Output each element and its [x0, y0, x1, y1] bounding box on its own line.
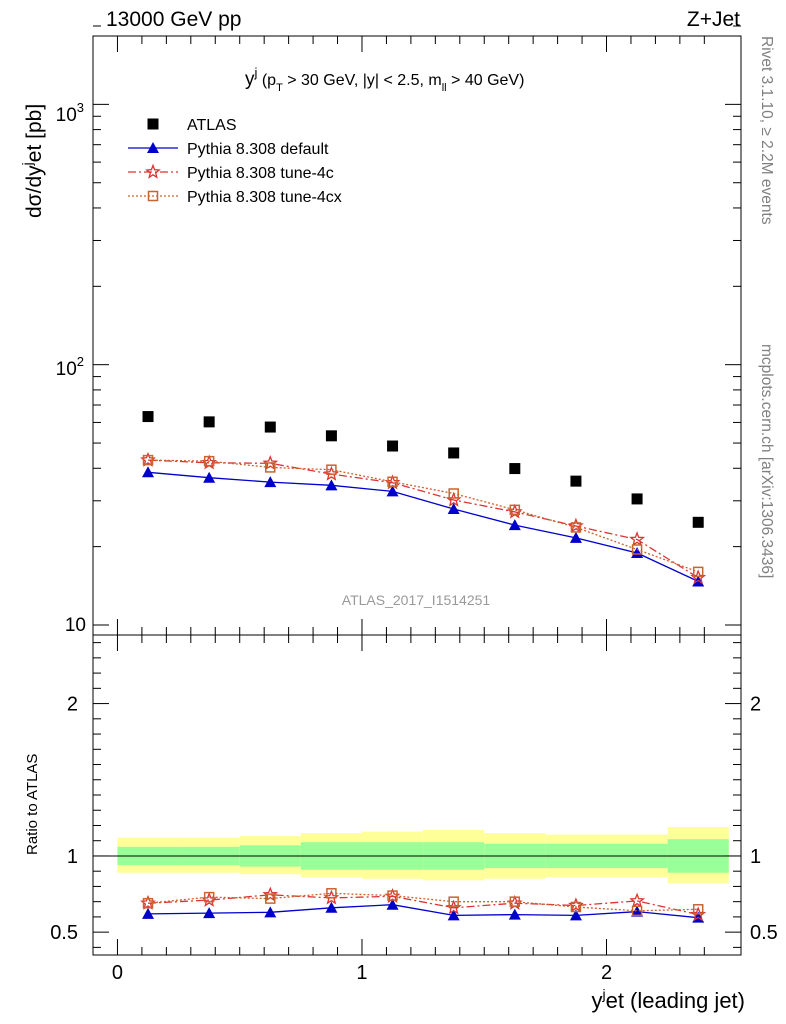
- main-y-axis-label: dσ/dyjet [pb]: [19, 104, 46, 218]
- main-default-line: [147, 471, 699, 582]
- main-default-point: [264, 476, 277, 488]
- ratio-tune4cx-point: [265, 893, 276, 904]
- main-y-tick-label-100: 102: [56, 354, 84, 380]
- legend-marker-atlas: [147, 118, 159, 130]
- main-plot-title: yj (pT > 30 GeV, |y| < 2.5, mll > 40 GeV…: [245, 65, 524, 94]
- main-default-point: [325, 479, 338, 491]
- ratio-tune4cx-point: [570, 901, 582, 913]
- main-tune4cx-point: [692, 566, 704, 578]
- legend-label-tune4cx: Pythia 8.308 tune-4cx: [187, 189, 342, 206]
- main-atlas-point: [203, 416, 215, 428]
- ratio-default-point: [325, 901, 338, 913]
- main-default-point: [142, 466, 155, 478]
- main-default-point: [569, 531, 582, 543]
- ratio-tune4cx-point: [387, 890, 398, 901]
- main-axis-ticks: [93, 25, 741, 635]
- main-tune4cx-point: [265, 462, 276, 473]
- mcplots-label: mcplots.cern.ch [arXiv:1306.3436]: [758, 344, 775, 578]
- main-atlas-point: [631, 493, 643, 505]
- analysis-watermark: ATLAS_2017_I1514251: [342, 592, 491, 608]
- main-atlas-point: [448, 447, 460, 459]
- ratio-tune4cx-point: [631, 905, 643, 917]
- main-tune4c-point: [629, 531, 646, 547]
- main-default-point: [447, 503, 460, 515]
- main-atlas-point: [509, 463, 521, 475]
- main-y-tick-label-10: 10: [65, 615, 86, 636]
- ratio-y-tick-label: 1: [67, 846, 78, 868]
- ratio-axis-ticks: [93, 635, 741, 955]
- main-tune4cx-point: [448, 488, 459, 499]
- ratio-y-axis-label: Ratio to ATLAS: [24, 754, 41, 855]
- ratio-default-line: [147, 904, 699, 919]
- tick-labels: 0.5 0.5 1 1 2 2 0 1 2: [50, 694, 778, 984]
- x-tick-label: 1: [356, 962, 367, 984]
- main-tune4c-point: [262, 455, 279, 471]
- ratio-tune4c-point: [262, 886, 279, 902]
- ratio-y-tick-label: 0.5: [50, 922, 78, 944]
- ratio-tune4cx-point: [326, 888, 337, 899]
- legend-label-tune4c: Pythia 8.308 tune-4c: [187, 165, 334, 182]
- main-atlas-point: [142, 411, 154, 423]
- legend-marker-tune4cx: [147, 190, 159, 202]
- main-atlas-point: [325, 430, 337, 442]
- ratio-y-tick-label-right: 0.5: [750, 922, 778, 944]
- legend-marker-tune4c: [145, 163, 161, 179]
- ratio-tune4cx-point: [509, 896, 521, 907]
- ratio-default-point: [569, 909, 582, 921]
- rivet-version-label: Rivet 3.1.10, ≥ 2.2M events: [758, 36, 775, 225]
- legend-marker-default: [147, 142, 159, 153]
- ratio-default-point: [386, 898, 399, 910]
- ratio-default-point: [142, 907, 155, 919]
- ratio-default-point: [447, 909, 460, 921]
- main-tune4cx-point: [631, 544, 643, 555]
- ratio-series-group: [140, 886, 707, 923]
- ratio-tune4cx-line: [147, 892, 699, 912]
- main-tune4cx-point: [570, 522, 582, 533]
- legend-label-atlas: ATLAS: [187, 117, 237, 134]
- main-tune4cx-line: [147, 459, 699, 573]
- process-label: Z+Jet: [687, 8, 740, 31]
- main-default-point: [386, 485, 399, 497]
- main-tune4cx-point: [387, 476, 398, 488]
- main-tune4cx-point: [509, 504, 521, 516]
- main-y-tick-label-1000: 103: [56, 100, 84, 126]
- main-tune4cx-point: [142, 454, 154, 466]
- main-tune4cx-point: [326, 464, 337, 475]
- main-atlas-point: [387, 440, 399, 452]
- ratio-tune4cx-point: [203, 891, 215, 903]
- main-atlas-point: [692, 516, 704, 528]
- ratio-tune4c-line: [147, 894, 699, 916]
- main-tune4c-line: [147, 459, 699, 579]
- main-atlas-point: [264, 421, 276, 433]
- ratio-default-point: [264, 906, 277, 918]
- x-axis-label: yjet (leading jet): [591, 986, 745, 1013]
- ratio-default-point: [508, 908, 521, 920]
- ratio-uncertainty-bands: [117, 827, 729, 884]
- ratio-y-tick-label-right: 2: [750, 694, 761, 716]
- main-default-point: [203, 471, 216, 483]
- main-tune4cx-point: [203, 455, 215, 467]
- main-series-group: [140, 411, 707, 587]
- main-default-point: [508, 519, 521, 531]
- ratio-tune4cx-point: [142, 897, 154, 909]
- x-tick-label: 2: [601, 962, 612, 984]
- ratio-y-tick-label: 2: [67, 694, 78, 716]
- legend: ATLAS Pythia 8.308 default Pythia 8.308 tu…: [128, 117, 342, 206]
- x-tick-label: 0: [112, 962, 123, 984]
- ratio-y-tick-label-right: 1: [750, 846, 761, 868]
- main-atlas-point: [570, 475, 582, 487]
- ratio-tune4c-point: [629, 892, 646, 908]
- legend-label-default: Pythia 8.308 default: [187, 141, 329, 158]
- ratio-tune4cx-point: [448, 896, 459, 907]
- ratio-default-point: [631, 905, 644, 917]
- ratio-panel-frame: [92, 634, 742, 956]
- ratio-tune4cx-point: [692, 904, 704, 915]
- energy-label: 13000 GeV pp: [106, 8, 241, 31]
- main-default-point: [631, 547, 644, 559]
- ratio-default-point: [203, 907, 216, 919]
- panel-frames: [92, 35, 742, 956]
